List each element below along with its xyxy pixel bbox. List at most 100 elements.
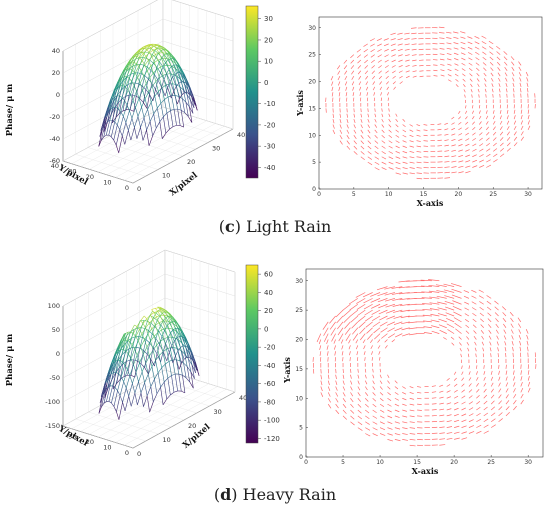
- vector-arrow: [465, 132, 469, 136]
- vector-arrow: [451, 122, 455, 125]
- vector-arrow: [335, 386, 338, 391]
- vector-arrow: [451, 133, 456, 136]
- mesh-segment: [135, 362, 140, 373]
- mesh-segment: [103, 121, 108, 132]
- mesh-segment: [144, 339, 148, 348]
- mesh-segment: [133, 64, 137, 74]
- mesh-segment: [120, 111, 124, 117]
- mesh-segment: [165, 363, 169, 379]
- vector-arrow: [499, 115, 502, 120]
- vector-arrow: [431, 403, 437, 405]
- mesh-segment: [150, 96, 156, 103]
- vector-arrow: [380, 92, 383, 96]
- mesh-segment: [149, 59, 154, 64]
- vector-arrow: [468, 57, 473, 61]
- mesh-segment: [161, 328, 166, 331]
- vector-arrow: [388, 156, 394, 160]
- vector-arrow: [472, 159, 478, 163]
- vector-arrow: [527, 125, 531, 131]
- mesh-segment: [119, 76, 123, 86]
- colorbar-tick-label: -30: [264, 143, 275, 151]
- vector-arrow: [379, 86, 383, 91]
- mesh-segment: [174, 72, 178, 75]
- caption-heavy-rain: (d) Heavy Rain: [213, 485, 337, 504]
- mesh-segment: [132, 94, 137, 97]
- mesh-segment: [143, 395, 148, 407]
- vector-arrow: [513, 109, 516, 114]
- vector-arrow: [517, 317, 522, 323]
- vector-arrow: [447, 74, 452, 77]
- vector-arrow: [401, 333, 410, 337]
- vector-arrow: [330, 75, 334, 81]
- mesh-segment: [170, 317, 174, 324]
- vector-arrow: [372, 392, 376, 396]
- mesh-segment: [141, 371, 145, 383]
- mesh-segment: [169, 126, 174, 130]
- caption-text: Heavy Rain: [242, 485, 337, 504]
- mesh-segment: [175, 95, 179, 97]
- mesh-segment: [173, 74, 177, 85]
- vector-arrow: [388, 134, 393, 139]
- mesh-segment: [118, 340, 122, 347]
- mesh-segment: [135, 83, 140, 97]
- vector-arrow: [454, 413, 459, 417]
- vector-arrow: [335, 398, 339, 403]
- vector-arrow: [327, 380, 330, 386]
- mesh-segment: [105, 120, 111, 136]
- mesh-segment: [163, 315, 167, 322]
- mesh-segment: [108, 120, 113, 136]
- vector-arrow: [451, 342, 455, 346]
- vector-arrow: [453, 317, 462, 323]
- mesh-segment: [155, 325, 159, 333]
- vector-arrow: [421, 291, 432, 293]
- vector-arrow: [397, 48, 403, 52]
- vector-arrow: [451, 149, 457, 152]
- vector-arrow: [372, 397, 377, 402]
- surface-mesh: [98, 306, 200, 420]
- vector-arrow: [429, 302, 440, 305]
- mesh-segment: [173, 323, 177, 332]
- vector-arrow: [402, 145, 407, 148]
- mesh-segment: [148, 323, 152, 330]
- vector-arrow: [492, 94, 494, 98]
- vector-arrow: [409, 145, 415, 148]
- vector-arrow: [513, 405, 517, 411]
- vector-arrow: [436, 290, 447, 293]
- vector-arrow: [492, 110, 495, 114]
- mesh-segment: [128, 118, 133, 131]
- vector-arrow: [388, 140, 393, 144]
- mesh-segment: [112, 373, 116, 390]
- vector-arrow: [453, 377, 457, 381]
- vector-arrow: [472, 165, 478, 168]
- vector-arrow: [455, 84, 459, 88]
- vector-arrow: [525, 71, 529, 77]
- mesh-segment: [171, 375, 175, 393]
- mesh-segment: [113, 91, 117, 102]
- y-tick-label: 0: [312, 186, 316, 193]
- vector-arrow: [475, 353, 477, 358]
- vector-arrow: [364, 374, 367, 379]
- vector-arrow: [460, 31, 466, 34]
- vector-arrow: [379, 386, 383, 390]
- mesh-segment: [154, 74, 159, 81]
- mesh-segment: [147, 101, 152, 110]
- mesh-segment: [174, 337, 178, 342]
- vector-arrow: [357, 398, 362, 402]
- vector-arrow: [363, 54, 368, 58]
- vector-arrow: [504, 341, 507, 346]
- y-tick-label: 5: [299, 425, 303, 432]
- mesh-segment: [114, 387, 118, 391]
- mesh-segment: [110, 362, 114, 375]
- vector-arrow: [379, 392, 384, 396]
- colorbar-gradient: [245, 5, 259, 179]
- mesh-segment: [176, 64, 180, 67]
- mesh-segment: [149, 72, 154, 78]
- vector-arrow: [362, 292, 373, 298]
- colorbar-gradient: [245, 264, 259, 444]
- vector-arrow: [388, 129, 392, 133]
- mesh-segment: [170, 110, 174, 127]
- mesh-segment: [159, 77, 163, 88]
- mesh-segment: [102, 124, 106, 130]
- mesh-segment: [188, 116, 193, 123]
